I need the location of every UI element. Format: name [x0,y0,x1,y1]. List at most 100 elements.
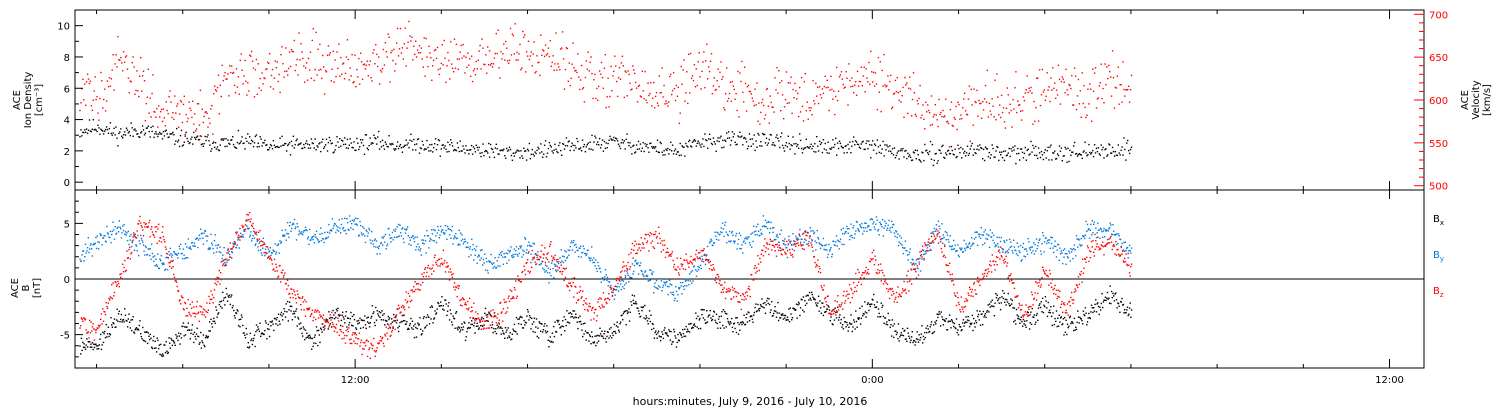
data-point [539,152,541,154]
data-point [1072,322,1074,324]
data-point [758,102,760,104]
data-point [356,224,358,226]
data-point [471,323,474,326]
data-point [546,330,549,333]
data-point [328,136,331,139]
data-point [574,251,576,253]
data-point [800,76,803,79]
data-point [529,316,531,319]
data-point [184,133,186,136]
data-point [715,150,717,152]
data-point [496,148,498,150]
data-point [512,328,514,330]
data-point [339,138,341,140]
data-point [911,331,913,333]
data-point [754,306,756,309]
data-point [527,252,529,254]
data-point [363,319,365,322]
data-point [306,143,309,145]
data-point [306,332,308,334]
data-point [1025,159,1027,161]
data-point [766,297,769,300]
data-point [175,253,177,255]
data-point [621,139,624,141]
data-point [1071,74,1073,77]
data-point [372,312,374,315]
data-point [368,322,370,324]
data-point [111,324,113,326]
data-point [107,326,109,328]
data-point [174,143,176,145]
data-point [186,326,188,328]
data-point [456,237,458,239]
data-point [235,312,238,315]
data-point [821,88,824,90]
data-point [822,302,824,304]
data-point [113,127,115,130]
data-point [810,230,812,232]
data-point [668,329,670,331]
data-point [396,226,398,228]
data-point [568,249,571,252]
data-point [571,249,574,251]
data-point [391,231,394,234]
data-point [1054,317,1056,320]
data-point [887,224,889,226]
data-point [112,322,114,324]
data-point [726,313,728,315]
data-point [761,298,763,300]
data-point [102,130,104,132]
data-point [624,148,626,150]
data-point [859,307,861,309]
data-point [884,84,886,86]
data-point [867,302,869,304]
data-point [504,327,507,329]
data-point [498,253,500,256]
data-point [740,321,742,324]
data-point [1121,101,1123,103]
data-point [103,98,105,101]
data-point [164,351,167,354]
data-point [163,263,165,265]
data-point [464,322,466,324]
data-point [123,61,126,63]
data-point [711,93,714,95]
data-point [1045,300,1047,302]
data-point [219,301,221,303]
data-point [789,307,791,309]
data-point [432,151,434,153]
data-point [291,145,294,147]
data-point [443,39,445,42]
data-point [81,135,83,137]
data-point [829,248,831,251]
data-point [438,139,441,142]
data-point [775,238,777,241]
data-point [1066,161,1068,163]
data-point [450,139,452,141]
data-point [557,269,559,271]
data-point [129,80,131,82]
data-point [230,139,232,141]
data-point [471,238,473,241]
data-point [838,316,840,319]
data-point [620,62,623,64]
data-point [102,341,105,344]
data-point [896,77,898,79]
data-point [650,142,652,144]
data-point [916,331,918,333]
data-point [977,145,979,147]
data-point [202,121,204,124]
data-point [93,90,95,92]
data-point [164,344,166,346]
data-point [575,313,577,315]
data-point [895,333,898,336]
data-point [242,142,244,145]
data-point [841,78,843,80]
data-point [856,221,858,223]
data-point [199,341,201,344]
data-point [642,90,644,92]
data-point [965,152,968,154]
data-point [530,153,532,156]
data-point [480,155,482,158]
data-point [1120,301,1122,303]
